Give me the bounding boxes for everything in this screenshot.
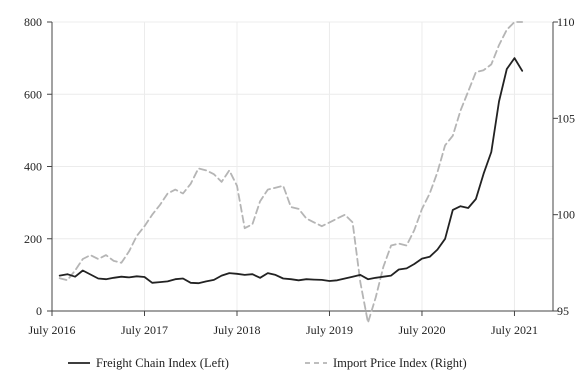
y-left-tick-label: 800 bbox=[24, 15, 42, 29]
x-tick-label: July 2016 bbox=[28, 323, 75, 337]
y-right-tick-label: 100 bbox=[557, 208, 575, 222]
y-right-tick-label: 105 bbox=[557, 111, 575, 125]
y-right-tick-label: 95 bbox=[557, 304, 569, 318]
y-left-tick-label: 0 bbox=[36, 304, 42, 318]
legend-label-import-price-index: Import Price Index (Right) bbox=[333, 356, 467, 370]
x-tick-label: July 2018 bbox=[213, 323, 260, 337]
y-left-tick-label: 400 bbox=[24, 160, 42, 174]
legend: Freight Chain Index (Left) Import Price … bbox=[68, 356, 467, 370]
x-axis-ticks: July 2016 July 2017 July 2018 July 2019 July… bbox=[28, 311, 538, 337]
series-line-freight-chain-index-left bbox=[58, 57, 524, 285]
grid-lines bbox=[51, 21, 553, 312]
x-tick-label: July 2021 bbox=[491, 323, 538, 337]
series-layer bbox=[58, 21, 524, 324]
y-left-axis-ticks: 0 200 400 600 800 bbox=[24, 15, 52, 318]
x-tick-label: July 2019 bbox=[306, 323, 353, 337]
y-left-tick-label: 200 bbox=[24, 232, 42, 246]
x-tick-label: July 2017 bbox=[121, 323, 168, 337]
series-line-import-price-index-right bbox=[58, 21, 524, 324]
x-tick-label: July 2020 bbox=[398, 323, 445, 337]
y-left-tick-label: 600 bbox=[24, 87, 42, 101]
legend-label-freight-chain-index: Freight Chain Index (Left) bbox=[96, 356, 229, 370]
y-right-axis-ticks: 95 100 105 110 bbox=[553, 15, 575, 318]
y-right-tick-label: 110 bbox=[557, 15, 575, 29]
